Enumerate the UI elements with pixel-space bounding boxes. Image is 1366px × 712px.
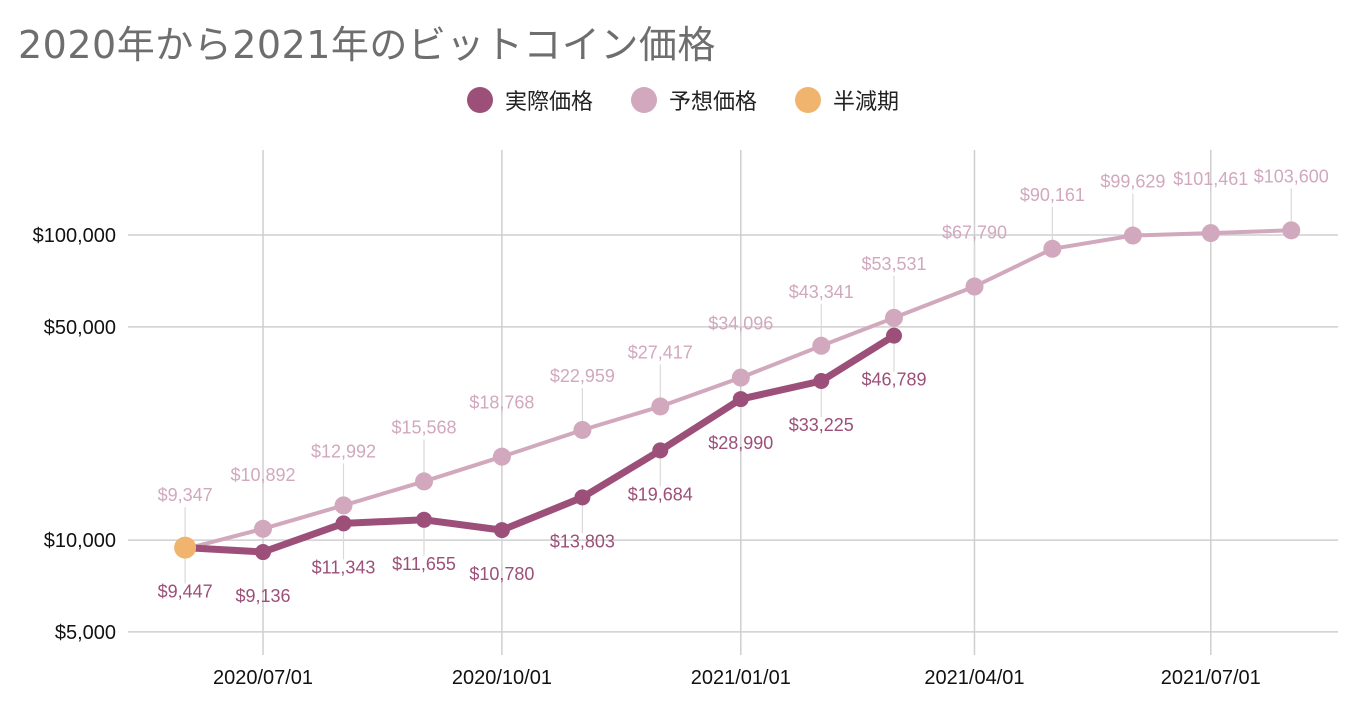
data-label: $11,343: [312, 557, 376, 577]
data-point: [651, 397, 670, 416]
data-label: $18,768: [469, 393, 534, 413]
data-label: $15,568: [391, 417, 456, 437]
data-label: $9,136: [235, 586, 290, 606]
data-point: [1043, 239, 1062, 258]
chart-legend: 実際価格 予想価格 半減期: [0, 84, 1366, 116]
y-tick-label: $5,000: [55, 622, 116, 644]
data-label: $22,959: [550, 366, 615, 386]
data-point: [492, 447, 511, 466]
data-point: [1123, 226, 1142, 245]
data-label: $28,990: [708, 433, 773, 453]
data-point: [732, 391, 749, 408]
data-label: $10,780: [469, 564, 534, 584]
data-label: $101,461: [1173, 169, 1248, 189]
legend-item: 予想価格: [630, 84, 757, 116]
data-point: [965, 277, 984, 296]
data-point: [335, 515, 352, 532]
data-label: $34,096: [708, 314, 773, 334]
data-point: [334, 496, 353, 515]
y-tick-label: $100,000: [33, 225, 116, 247]
x-tick-label: 2020/10/01: [452, 667, 552, 689]
y-tick-label: $50,000: [44, 317, 116, 339]
data-point: [493, 522, 510, 539]
data-point: [884, 308, 903, 327]
data-label: $9,347: [158, 485, 213, 505]
data-point: [174, 536, 197, 559]
data-label: $11,655: [392, 554, 456, 574]
legend-item: 半減期: [795, 84, 899, 116]
data-label: $53,531: [861, 254, 926, 274]
data-point: [812, 336, 831, 355]
data-label: $13,803: [550, 531, 615, 551]
data-point: [885, 327, 902, 344]
legend-label: 半減期: [833, 90, 900, 115]
data-label: $12,992: [311, 441, 376, 461]
legend-label: 予想価格: [668, 90, 757, 115]
x-tick-label: 2021/07/01: [1161, 667, 1261, 689]
data-point: [1201, 224, 1220, 243]
data-point: [415, 472, 434, 491]
series-line-0: [181, 332, 898, 556]
x-tick-label: 2020/07/01: [213, 667, 313, 689]
data-label: $27,417: [628, 342, 693, 362]
data-point: [652, 442, 669, 459]
x-tick-label: 2021/01/01: [691, 667, 791, 689]
data-point: [731, 368, 750, 387]
data-point: [574, 489, 591, 506]
data-point: [813, 373, 830, 390]
legend-swatch: [466, 87, 493, 113]
data-point: [416, 511, 433, 528]
data-point: [573, 420, 592, 439]
data-point: [255, 544, 272, 561]
data-label: $90,161: [1020, 185, 1085, 205]
data-label: $99,629: [1100, 172, 1165, 192]
x-tick-label: 2021/04/01: [924, 667, 1024, 689]
chart-title: 2020年から2021年のビットコイン価格: [18, 23, 716, 67]
data-point: [1282, 221, 1301, 240]
legend-item: 実際価格: [466, 84, 593, 116]
y-tick-label: $10,000: [44, 530, 116, 552]
legend-label: 実際価格: [504, 90, 593, 115]
data-label: $9,447: [158, 582, 213, 602]
data-point: [254, 519, 273, 538]
data-label: $103,600: [1254, 166, 1329, 186]
legend-swatch: [630, 87, 657, 113]
data-label: $10,892: [230, 465, 295, 485]
data-label: $67,790: [942, 223, 1007, 243]
data-label: $19,684: [628, 484, 693, 504]
data-label: $43,341: [789, 282, 854, 302]
legend-swatch: [795, 87, 821, 113]
data-label: $33,225: [789, 415, 854, 435]
data-label: $46,789: [861, 370, 926, 390]
